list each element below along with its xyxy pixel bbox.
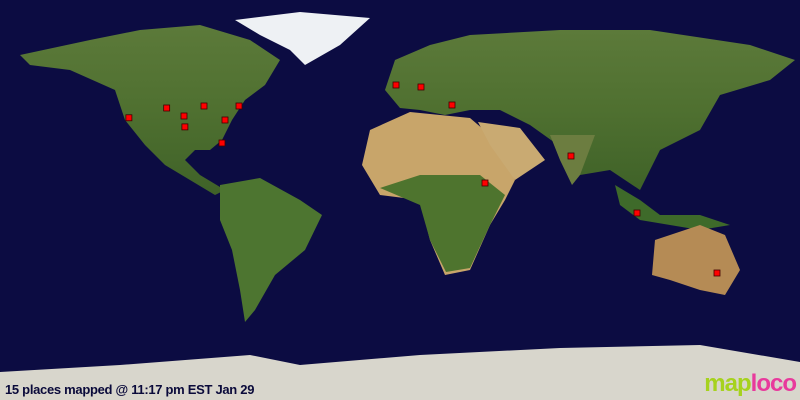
greenland bbox=[235, 12, 370, 65]
logo-part-map: map bbox=[704, 370, 751, 397]
place-marker[interactable] bbox=[448, 101, 456, 109]
place-marker[interactable] bbox=[713, 269, 721, 277]
place-marker[interactable] bbox=[180, 112, 188, 120]
indonesia bbox=[615, 185, 730, 230]
place-marker[interactable] bbox=[567, 152, 575, 160]
place-marker[interactable] bbox=[218, 139, 226, 147]
antarctica bbox=[0, 345, 800, 400]
place-marker[interactable] bbox=[235, 102, 243, 110]
place-marker[interactable] bbox=[633, 209, 641, 217]
place-marker[interactable] bbox=[417, 83, 425, 91]
place-marker[interactable] bbox=[200, 102, 208, 110]
place-marker[interactable] bbox=[221, 116, 229, 124]
australia bbox=[652, 225, 740, 295]
place-marker[interactable] bbox=[181, 123, 189, 131]
place-marker[interactable] bbox=[125, 114, 133, 122]
eurasia bbox=[385, 30, 795, 190]
place-markers bbox=[125, 81, 721, 277]
place-marker[interactable] bbox=[163, 104, 171, 112]
logo-part-loco: loco bbox=[750, 370, 797, 397]
north-america bbox=[20, 25, 280, 195]
africa-vegetation bbox=[380, 175, 505, 272]
places-mapped-caption: 15 places mapped @ 11:17 pm EST Jan 29 bbox=[5, 382, 255, 397]
place-marker[interactable] bbox=[481, 179, 489, 187]
india bbox=[550, 135, 595, 185]
maploco-logo[interactable]: maploco bbox=[704, 370, 797, 398]
arabia bbox=[478, 122, 545, 180]
south-america bbox=[220, 178, 322, 322]
place-marker[interactable] bbox=[392, 81, 400, 89]
